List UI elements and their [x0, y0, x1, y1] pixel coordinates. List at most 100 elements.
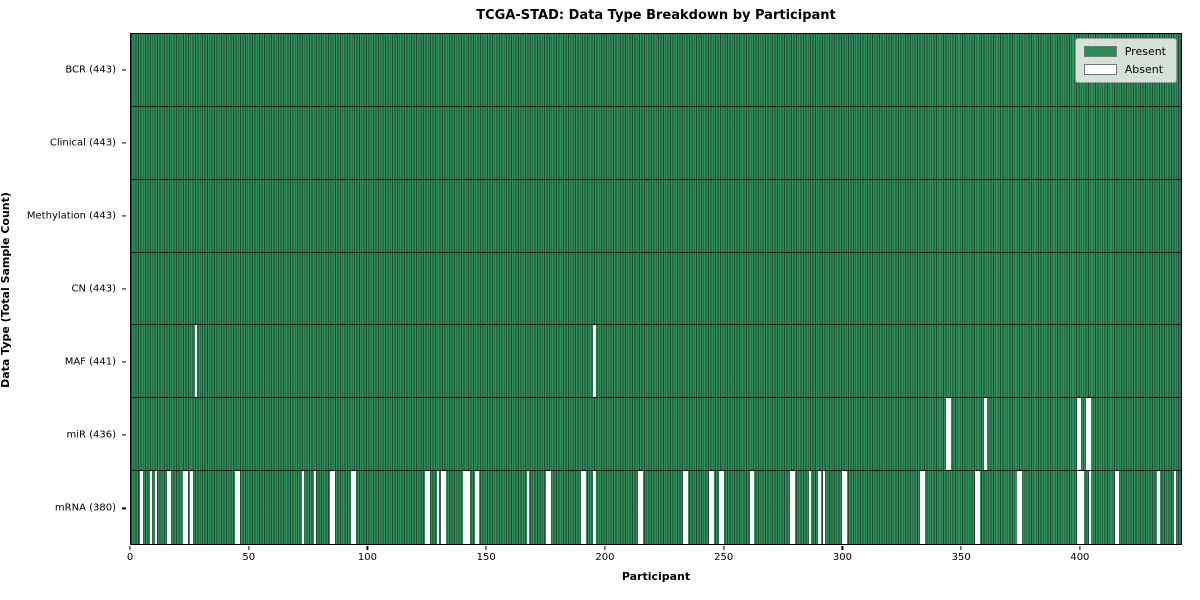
absent-mark	[711, 471, 715, 544]
absent-mark	[1019, 471, 1023, 544]
absent-mark	[1017, 471, 1020, 544]
heatmap-row-Clinical	[131, 106, 1181, 180]
y-tick-label-Methylation: Methylation (443)	[26, 210, 116, 222]
y-tick-mark	[122, 215, 126, 217]
absent-mark	[237, 471, 241, 544]
x-tick-mark	[604, 546, 606, 550]
absent-mark	[1079, 398, 1082, 471]
present-swatch-icon	[1083, 46, 1117, 57]
x-tick-label-50: 50	[242, 552, 256, 563]
y-tick-mark	[122, 434, 126, 436]
x-tick-label-100: 100	[357, 552, 378, 563]
absent-mark	[185, 471, 188, 544]
absent-mark	[183, 471, 186, 544]
y-tick-label-mRNA: mRNA (380)	[54, 502, 116, 514]
absent-mark	[330, 471, 333, 544]
absent-mark	[1173, 471, 1177, 544]
y-tick-mark	[122, 507, 126, 510]
y-tick-label-BCR: BCR (443)	[65, 64, 116, 76]
absent-mark	[922, 471, 925, 544]
absent-mark	[149, 471, 153, 544]
x-tick-label-150: 150	[476, 552, 496, 563]
absent-mark	[1114, 471, 1117, 544]
absent-mark	[749, 471, 752, 544]
absent-mark	[190, 471, 193, 544]
absent-mark	[441, 471, 444, 544]
x-tick-mark	[841, 546, 843, 550]
absent-mark	[1076, 398, 1080, 471]
absent-mark	[974, 471, 978, 544]
absent-mark	[166, 471, 169, 544]
absent-mark	[1079, 471, 1082, 544]
absent-mark	[140, 471, 143, 544]
legend-item-absent: Absent	[1083, 63, 1166, 76]
x-tick-label-350: 350	[951, 552, 971, 563]
absent-mark	[683, 471, 686, 544]
absent-mark	[332, 471, 335, 544]
absent-mark	[583, 471, 587, 544]
absent-mark	[751, 471, 755, 544]
x-tick-mark	[960, 546, 962, 550]
absent-mark	[443, 471, 447, 544]
x-tick-label-400: 400	[1070, 552, 1090, 563]
absent-mark	[1081, 471, 1084, 544]
x-tick-label-250: 250	[714, 552, 734, 563]
absent-mark	[948, 398, 952, 471]
x-axis-label: Participant	[621, 570, 691, 583]
heatmap-row-CN	[131, 252, 1181, 326]
absent-mark	[353, 471, 357, 544]
absent-mark	[984, 398, 987, 471]
absent-mark	[427, 471, 430, 544]
absent-mark	[301, 471, 304, 544]
x-tick-mark	[366, 546, 369, 550]
absent-mark	[168, 471, 172, 544]
absent-mark	[789, 471, 793, 544]
absent-mark	[721, 471, 724, 544]
absent-mark	[1076, 471, 1080, 544]
absent-mark	[718, 471, 722, 544]
absent-mark	[465, 471, 468, 544]
absent-mark	[436, 471, 440, 544]
absent-mark	[1086, 398, 1089, 471]
absent-mark	[424, 471, 428, 544]
x-tick-mark	[723, 546, 725, 550]
y-axis-ticks: BCR (443) Clinical (443) Methylation (443)…	[0, 33, 126, 545]
chart-title: TCGA-STAD: Data Type Breakdown by Partic…	[476, 8, 836, 23]
absent-mark	[351, 471, 354, 544]
absent-mark	[640, 471, 643, 544]
heatmap-row-mRNA	[131, 471, 1181, 544]
absent-mark	[808, 471, 812, 544]
legend-item-present: Present	[1083, 45, 1166, 58]
absent-mark	[593, 471, 596, 544]
y-tick-mark	[122, 361, 126, 363]
absent-mark	[1088, 398, 1091, 471]
absent-mark	[194, 325, 198, 398]
absent-mark	[545, 471, 549, 544]
absent-mark	[1117, 471, 1120, 544]
heatmap-row-miR	[131, 398, 1181, 472]
absent-mark	[818, 471, 821, 544]
absent-mark	[977, 471, 980, 544]
absent-mark	[474, 471, 478, 544]
absent-mark	[1088, 471, 1091, 544]
y-tick-label-miR: miR (436)	[66, 429, 116, 441]
x-tick-mark	[248, 546, 250, 550]
y-tick-mark	[122, 288, 126, 290]
y-axis-label: Data Type (Total Sample Count)	[0, 192, 12, 388]
y-tick-label-MAF: MAF (441)	[64, 356, 116, 368]
absent-mark	[920, 471, 923, 544]
absent-mark	[581, 471, 584, 544]
legend-label-present: Present	[1124, 45, 1166, 58]
heatmap-plot-area	[130, 33, 1182, 545]
x-tick-mark	[485, 546, 487, 550]
absent-mark	[638, 471, 641, 544]
absent-swatch-icon	[1083, 64, 1117, 75]
absent-mark	[593, 325, 596, 398]
absent-mark	[823, 471, 826, 544]
absent-mark	[467, 471, 470, 544]
x-tick-label-300: 300	[832, 552, 852, 563]
y-tick-mark	[122, 142, 126, 144]
absent-mark	[235, 471, 238, 544]
x-tick-mark	[1079, 546, 1081, 550]
